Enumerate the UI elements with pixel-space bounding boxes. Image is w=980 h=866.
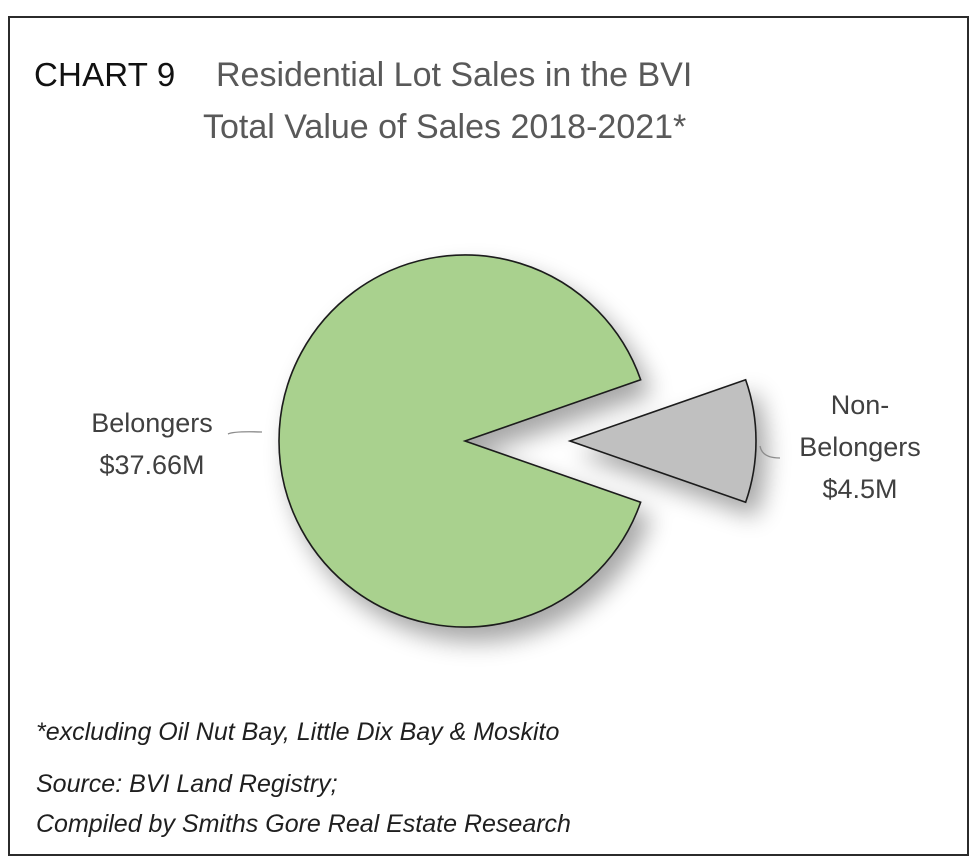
footnote: *excluding Oil Nut Bay, Little Dix Bay &… xyxy=(36,718,560,746)
label-belongers-name: Belongers xyxy=(91,408,213,438)
label-non-belongers-value: $4.5M xyxy=(822,474,898,504)
leader-line-non-belongers xyxy=(759,445,781,459)
chart-subtitle: Total Value of Sales 2018-2021* xyxy=(203,108,687,146)
label-non-belongers-name-1: Non- xyxy=(830,390,890,420)
label-belongers-value: $37.66M xyxy=(99,450,205,480)
label-non-belongers-name-2: Belongers xyxy=(799,432,921,462)
pie-slice-belongers xyxy=(278,254,642,628)
label-non-belongers: Non- Belongers $4.5M xyxy=(770,384,950,510)
source-note: Source: BVI Land Registry; xyxy=(36,770,338,798)
chart-number: CHART 9 xyxy=(34,56,176,93)
pie-slice-non-belongers xyxy=(567,378,757,504)
leader-line-belongers xyxy=(227,431,263,435)
compiled-note: Compiled by Smiths Gore Real Estate Rese… xyxy=(36,810,571,838)
chart-frame xyxy=(8,16,969,856)
chart-title: Residential Lot Sales in the BVI xyxy=(216,56,693,94)
label-belongers: Belongers $37.66M xyxy=(72,402,232,486)
